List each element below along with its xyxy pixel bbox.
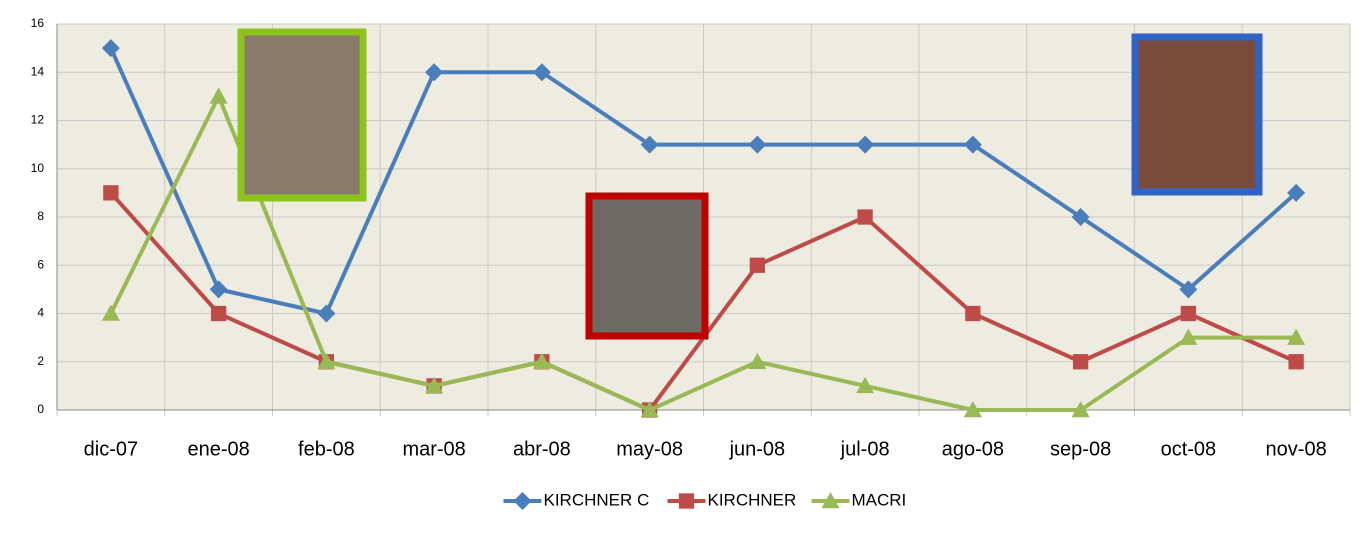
marker xyxy=(101,39,120,58)
marker xyxy=(965,305,981,322)
x-tick-label: sep-08 xyxy=(1050,438,1111,460)
marker xyxy=(101,304,120,321)
photo-kirchner-c xyxy=(1131,33,1263,196)
x-tick-label: jul-08 xyxy=(840,438,890,460)
x-tick-label: mar-08 xyxy=(402,438,465,460)
series-line xyxy=(109,94,1297,412)
y-tick-label: 0 xyxy=(37,402,44,416)
x-tick-label: dic-07 xyxy=(84,438,138,460)
marker xyxy=(1287,328,1306,345)
marker xyxy=(209,280,228,299)
x-tick-label: nov-08 xyxy=(1266,438,1327,460)
x-tick-label: may-08 xyxy=(616,438,683,460)
marker xyxy=(856,376,875,394)
x-tick-label: abr-08 xyxy=(513,438,571,460)
marker xyxy=(532,352,551,369)
marker xyxy=(317,304,336,323)
legend-label: MACRI xyxy=(852,490,907,509)
photo-macri xyxy=(237,28,367,202)
y-tick-label: 6 xyxy=(37,257,44,271)
marker xyxy=(963,401,982,418)
marker xyxy=(1072,354,1089,370)
legend-marker xyxy=(678,493,695,509)
y-tick-label: 8 xyxy=(37,209,44,223)
marker xyxy=(209,87,228,104)
y-tick-label: 12 xyxy=(31,113,45,127)
marker xyxy=(1180,305,1197,322)
marker xyxy=(1179,328,1198,345)
x-tick-label: feb-08 xyxy=(298,438,355,460)
marker xyxy=(210,305,227,322)
x-tick-label: jun-08 xyxy=(729,438,786,460)
y-tick-label: 16 xyxy=(31,16,45,30)
legend-label: KIRCHNER xyxy=(708,490,797,509)
x-tick-label: ago-08 xyxy=(942,438,1004,460)
series-line xyxy=(109,47,1298,316)
marker xyxy=(1071,401,1090,418)
marker xyxy=(532,63,551,82)
marker xyxy=(640,401,659,418)
marker xyxy=(1288,354,1304,370)
x-tick-label: ene-08 xyxy=(187,438,249,460)
marker xyxy=(317,352,336,369)
y-tick-label: 14 xyxy=(31,64,45,78)
legend-marker xyxy=(513,492,532,510)
marker xyxy=(103,185,119,201)
photos xyxy=(237,28,1263,340)
marker xyxy=(748,135,767,154)
marker xyxy=(748,352,767,369)
marker xyxy=(856,135,875,154)
legend-label: KIRCHNER C xyxy=(544,490,650,509)
legend-marker xyxy=(821,492,840,509)
y-tick-label: 4 xyxy=(37,306,44,320)
marker xyxy=(963,135,982,154)
y-tick-label: 10 xyxy=(31,161,45,175)
marker xyxy=(857,209,873,225)
marker xyxy=(749,257,766,273)
y-tick-label: 2 xyxy=(37,354,44,368)
photo-kirchner xyxy=(585,192,709,340)
marker xyxy=(425,63,444,82)
marker xyxy=(425,376,444,394)
marker xyxy=(640,135,659,154)
marker xyxy=(1179,280,1198,299)
x-tick-label: oct-08 xyxy=(1161,438,1217,460)
marker xyxy=(1287,183,1306,202)
marker xyxy=(1071,208,1090,226)
